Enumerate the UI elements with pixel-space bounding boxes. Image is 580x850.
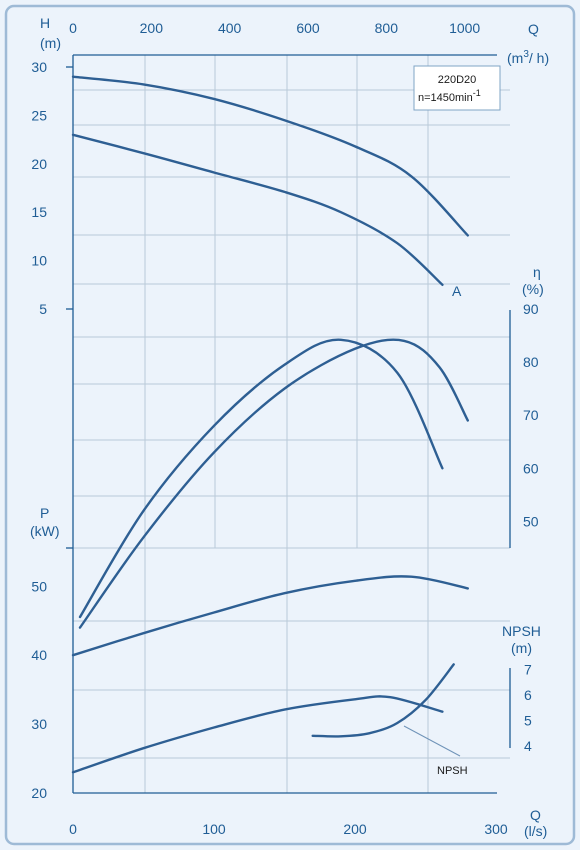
npsh-curve-label: NPSH [437, 765, 468, 777]
efficiency-tick-label: 50 [523, 513, 539, 529]
performance-curves [71, 75, 469, 774]
power-tick-label: 20 [31, 785, 47, 801]
flow-top-tick-label: 200 [140, 20, 164, 36]
head-tick-label: 15 [31, 204, 47, 220]
power-tick-label: 40 [31, 647, 47, 663]
npsh-tick-label: 7 [524, 662, 532, 678]
tick-labels: 0 200 400 600 800 1000 0 100 200 300 5 10 15 20 25 30 50… [31, 20, 538, 837]
head-curve-2 [71, 133, 444, 286]
head-tick-label: 30 [31, 59, 47, 75]
npsh-tick-label: 6 [524, 687, 532, 703]
power-tick-label: 30 [31, 716, 47, 732]
model-box [413, 65, 501, 111]
flow-top-tick-label: 800 [375, 20, 399, 36]
flow-top-tick-label: 600 [296, 20, 320, 36]
chart-frame [4, 4, 576, 846]
power-curve-5 [71, 575, 469, 657]
axes [66, 54, 511, 794]
head-tick-label: 25 [31, 107, 47, 123]
flow-top-tick-label: 400 [218, 20, 242, 36]
head-axis-label: H [40, 15, 50, 31]
npsh-curve-7 [311, 663, 455, 738]
efficiency-tick-label: 90 [523, 301, 539, 317]
head-tick-label: 20 [31, 156, 47, 172]
npsh-axis-unit: (m) [511, 640, 532, 656]
efficiency-tick-label: 60 [523, 460, 539, 476]
efficiency-tick-label: 80 [523, 354, 539, 370]
efficiency-axis-unit: (%) [522, 281, 544, 297]
curve-a-label: A [452, 283, 462, 299]
flow-top-axis-unit: (m3/ h) [507, 49, 549, 66]
efficiency-curve-4 [78, 338, 469, 629]
power-axis-label: P [40, 505, 49, 521]
efficiency-tick-label: 70 [523, 407, 539, 423]
power-axis-unit: (kW) [30, 523, 60, 539]
flow-top-tick-label: 0 [69, 20, 77, 36]
npsh-tick-label: 4 [524, 738, 532, 754]
head-tick-label: 10 [31, 253, 47, 269]
flow-bottom-tick-label: 100 [202, 821, 226, 837]
npsh-tick-label: 5 [524, 713, 532, 729]
head-axis-unit: (m) [40, 35, 61, 51]
flow-bottom-tick-label: 300 [484, 821, 508, 837]
model-label: 220D20 [438, 74, 477, 86]
power-tick-label: 50 [31, 578, 47, 594]
npsh-axis-label: NPSH [502, 623, 541, 639]
efficiency-curve-3 [78, 338, 444, 619]
efficiency-axis-label: η [533, 264, 541, 280]
flow-bottom-axis-unit: (l/s) [524, 823, 547, 839]
flow-bottom-axis-label: Q [530, 807, 541, 823]
head-curve-1 [71, 75, 469, 237]
flow-top-axis-label: Q [528, 21, 539, 37]
flow-bottom-tick-label: 0 [69, 821, 77, 837]
flow-top-tick-label: 1000 [449, 20, 480, 36]
flow-bottom-tick-label: 200 [343, 821, 367, 837]
npsh-leader-line [403, 725, 461, 757]
power-curve-6 [71, 695, 444, 774]
speed-label: n=1450min-1 [418, 88, 481, 104]
head-tick-label: 5 [39, 301, 47, 317]
grid [73, 55, 510, 793]
